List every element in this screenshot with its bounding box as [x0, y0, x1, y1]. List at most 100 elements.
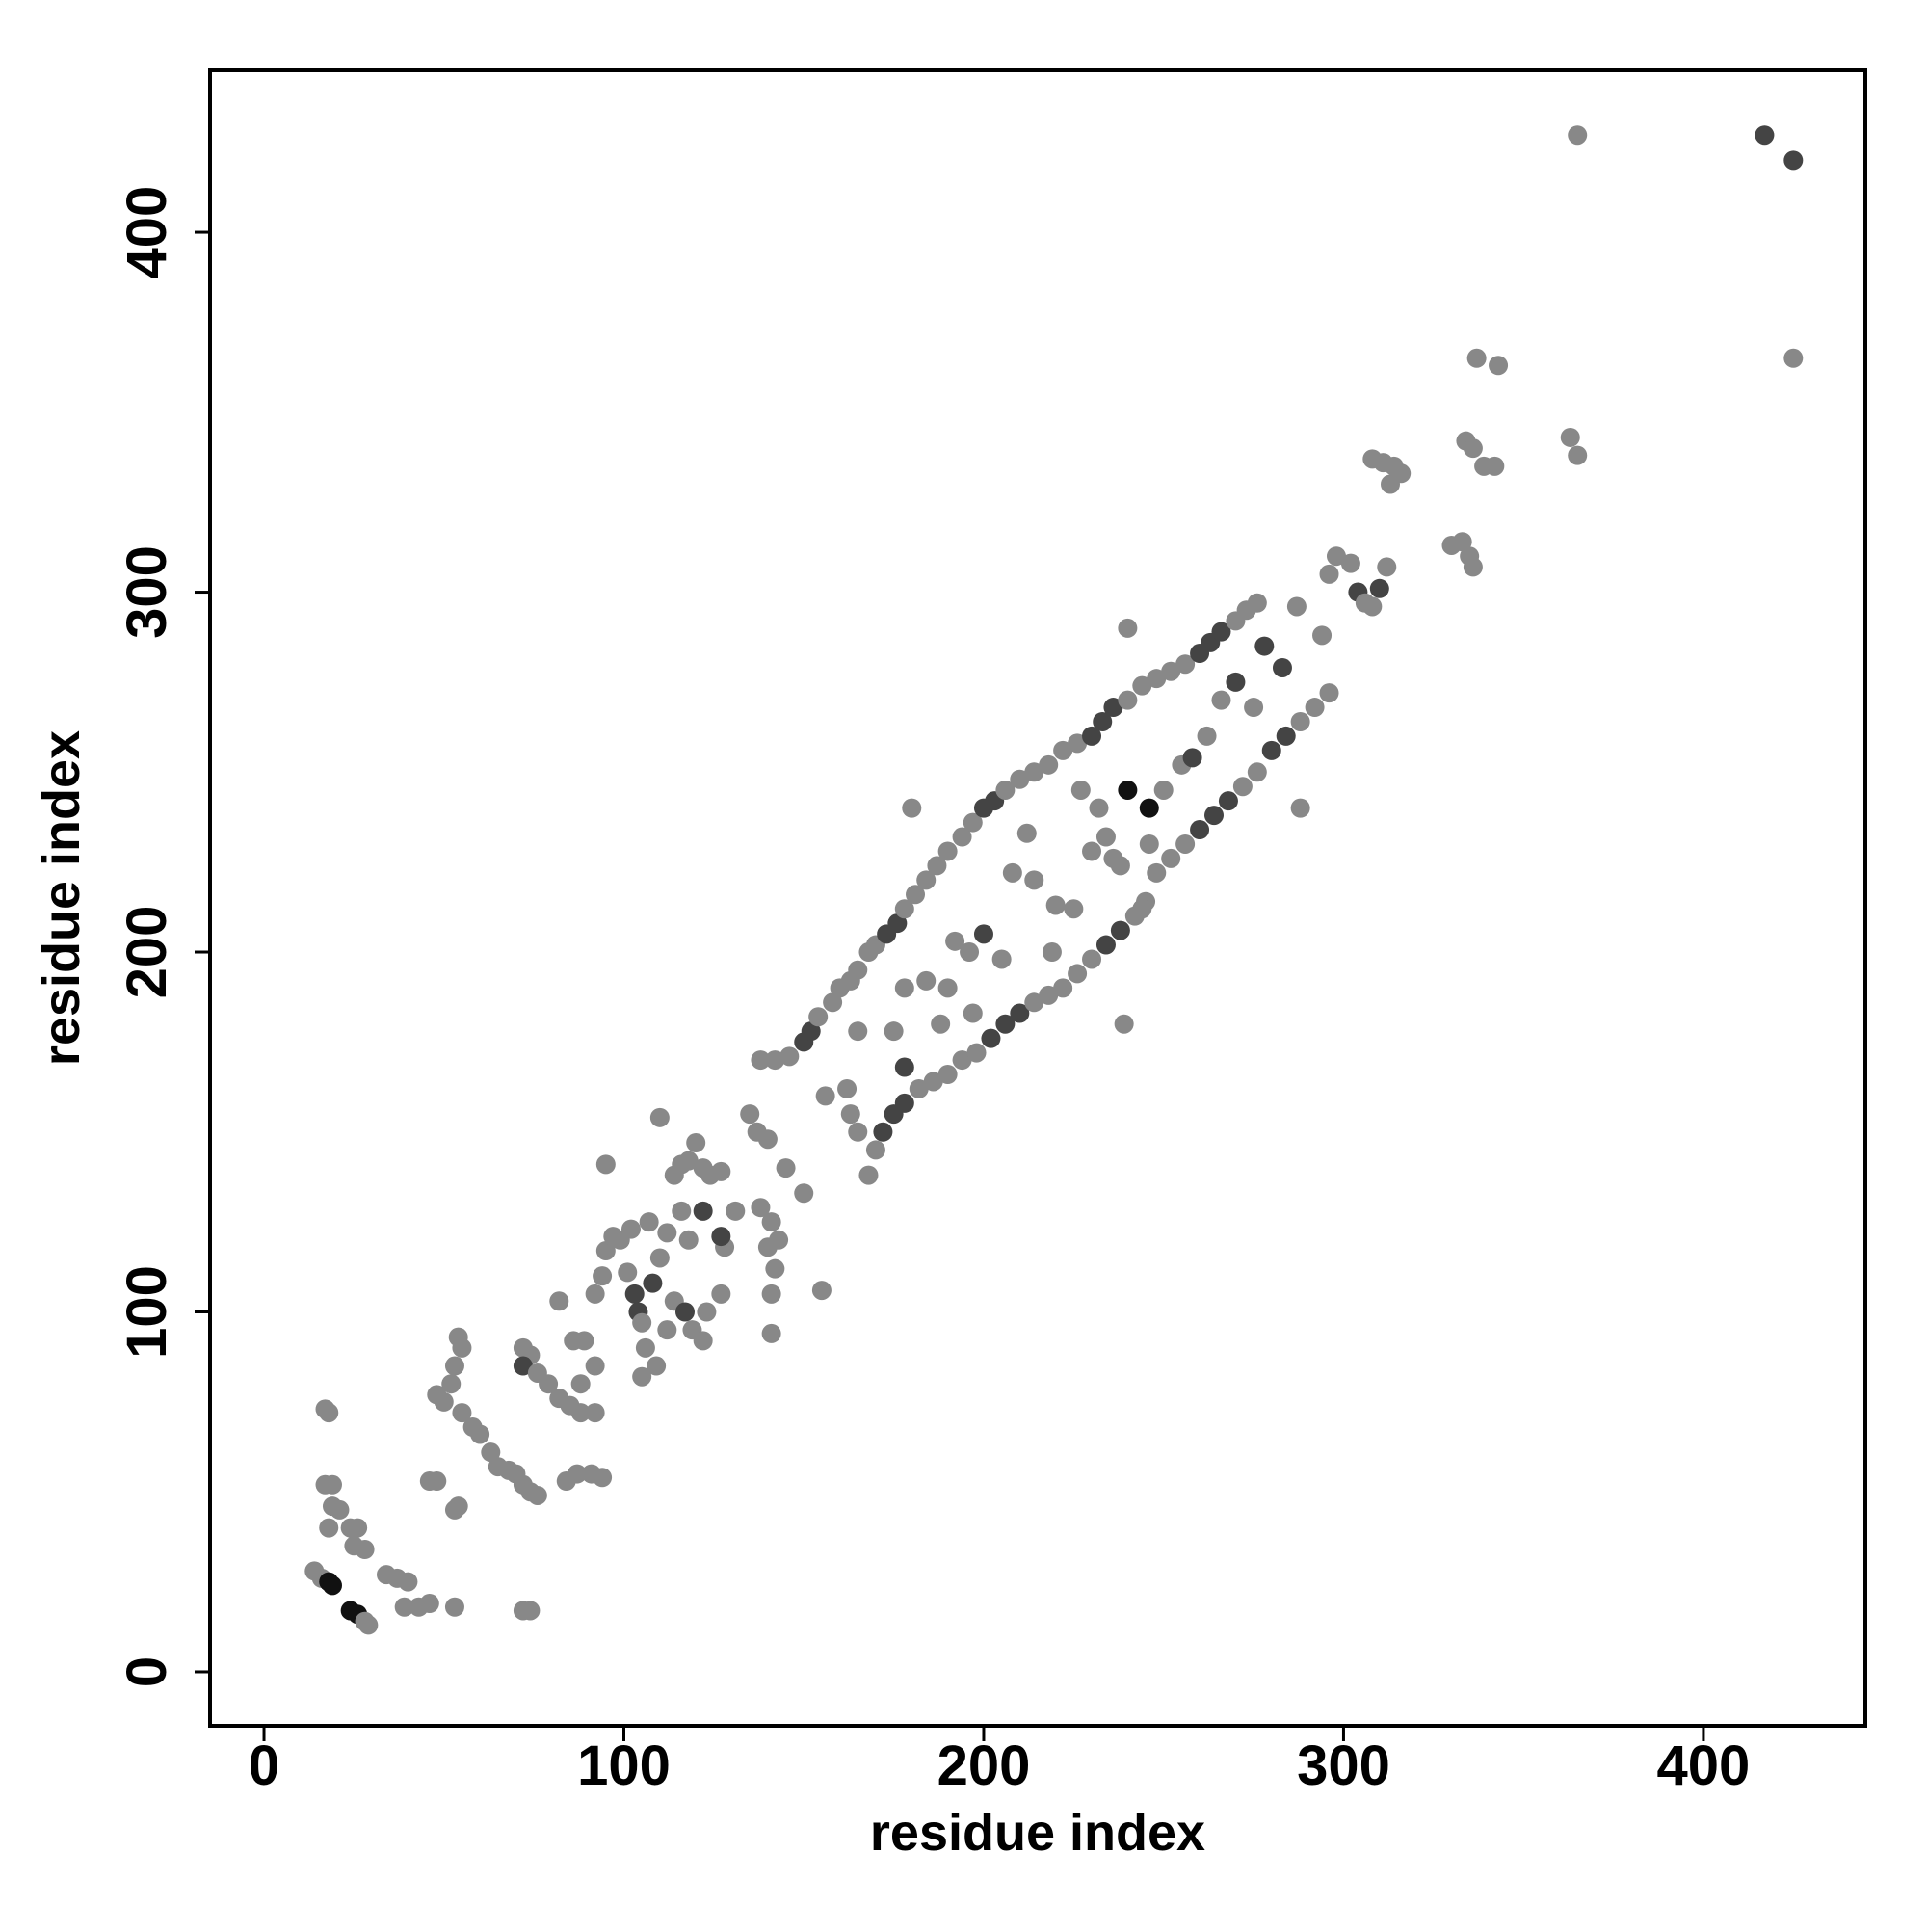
point	[1305, 698, 1325, 718]
point	[632, 1366, 652, 1387]
point	[848, 1122, 868, 1142]
point	[916, 970, 937, 991]
point	[567, 1464, 587, 1484]
point	[779, 1046, 800, 1067]
point	[995, 780, 1016, 800]
point	[355, 1539, 375, 1559]
point	[1039, 754, 1059, 775]
point	[686, 1132, 706, 1152]
point	[585, 1356, 605, 1376]
point	[394, 1597, 414, 1617]
point	[1024, 762, 1044, 782]
point	[441, 1374, 462, 1394]
point	[1161, 661, 1181, 681]
x-tick-label: 200	[937, 1734, 1031, 1797]
point	[757, 1129, 778, 1150]
point	[1204, 806, 1225, 826]
point	[419, 1594, 439, 1614]
point	[1153, 780, 1174, 800]
point	[1286, 596, 1307, 617]
point	[1161, 848, 1181, 868]
point	[1147, 862, 1167, 883]
point	[1755, 125, 1775, 146]
point	[1089, 798, 1109, 818]
point	[452, 1337, 472, 1358]
point	[761, 1323, 781, 1343]
point	[520, 1601, 541, 1621]
point	[823, 992, 843, 1013]
point	[1068, 964, 1088, 984]
point	[1053, 978, 1073, 998]
point	[848, 960, 868, 980]
point	[618, 1262, 638, 1283]
point	[672, 1201, 692, 1221]
plot-frame	[208, 68, 1867, 1728]
point	[1290, 798, 1310, 818]
point	[1381, 474, 1401, 494]
point	[398, 1572, 418, 1592]
point	[1103, 848, 1123, 868]
point	[1118, 690, 1138, 710]
point	[319, 1403, 339, 1423]
point	[693, 1331, 713, 1351]
point	[711, 1284, 731, 1304]
point	[995, 1014, 1016, 1034]
point	[1103, 698, 1123, 718]
point	[1211, 622, 1231, 642]
y-tick-label: 0	[116, 1656, 178, 1687]
point	[678, 1230, 699, 1250]
point	[1463, 557, 1483, 577]
point	[481, 1442, 501, 1463]
point	[1261, 740, 1281, 760]
point	[902, 798, 922, 818]
x-axis-title: residue index	[870, 1804, 1205, 1862]
point	[1377, 557, 1397, 577]
point	[1312, 625, 1333, 646]
point	[909, 1078, 929, 1098]
point	[1218, 791, 1238, 811]
point	[427, 1471, 447, 1492]
point	[963, 1003, 983, 1023]
point	[674, 1302, 695, 1322]
point	[765, 1258, 785, 1279]
point	[1232, 777, 1253, 797]
point	[1042, 942, 1062, 963]
point	[1560, 427, 1580, 447]
point	[769, 1230, 789, 1250]
point	[776, 1158, 796, 1178]
point	[1139, 798, 1159, 818]
point	[840, 1104, 860, 1125]
point	[1024, 992, 1044, 1013]
point	[1082, 726, 1102, 746]
point	[1254, 636, 1275, 656]
point	[647, 1356, 667, 1376]
point	[711, 1161, 731, 1181]
point	[1783, 348, 1804, 368]
point	[448, 1496, 468, 1517]
point	[960, 942, 980, 963]
point	[570, 1374, 591, 1394]
point	[513, 1356, 533, 1376]
point	[1362, 596, 1383, 617]
point	[751, 1198, 771, 1218]
point	[1070, 780, 1091, 800]
point	[1290, 711, 1310, 731]
point	[937, 841, 958, 861]
point	[635, 1337, 655, 1358]
point	[330, 1499, 350, 1520]
point	[1783, 150, 1804, 171]
point	[593, 1266, 613, 1286]
point	[761, 1284, 781, 1304]
point	[726, 1201, 746, 1221]
point	[981, 1028, 1001, 1048]
point	[931, 1014, 951, 1034]
point	[1463, 438, 1483, 459]
point	[765, 1050, 785, 1071]
point	[1082, 949, 1102, 969]
y-tick-label: 100	[116, 1265, 178, 1359]
point	[991, 949, 1012, 969]
point	[319, 1518, 339, 1538]
point	[1568, 445, 1588, 465]
point	[1139, 834, 1159, 854]
